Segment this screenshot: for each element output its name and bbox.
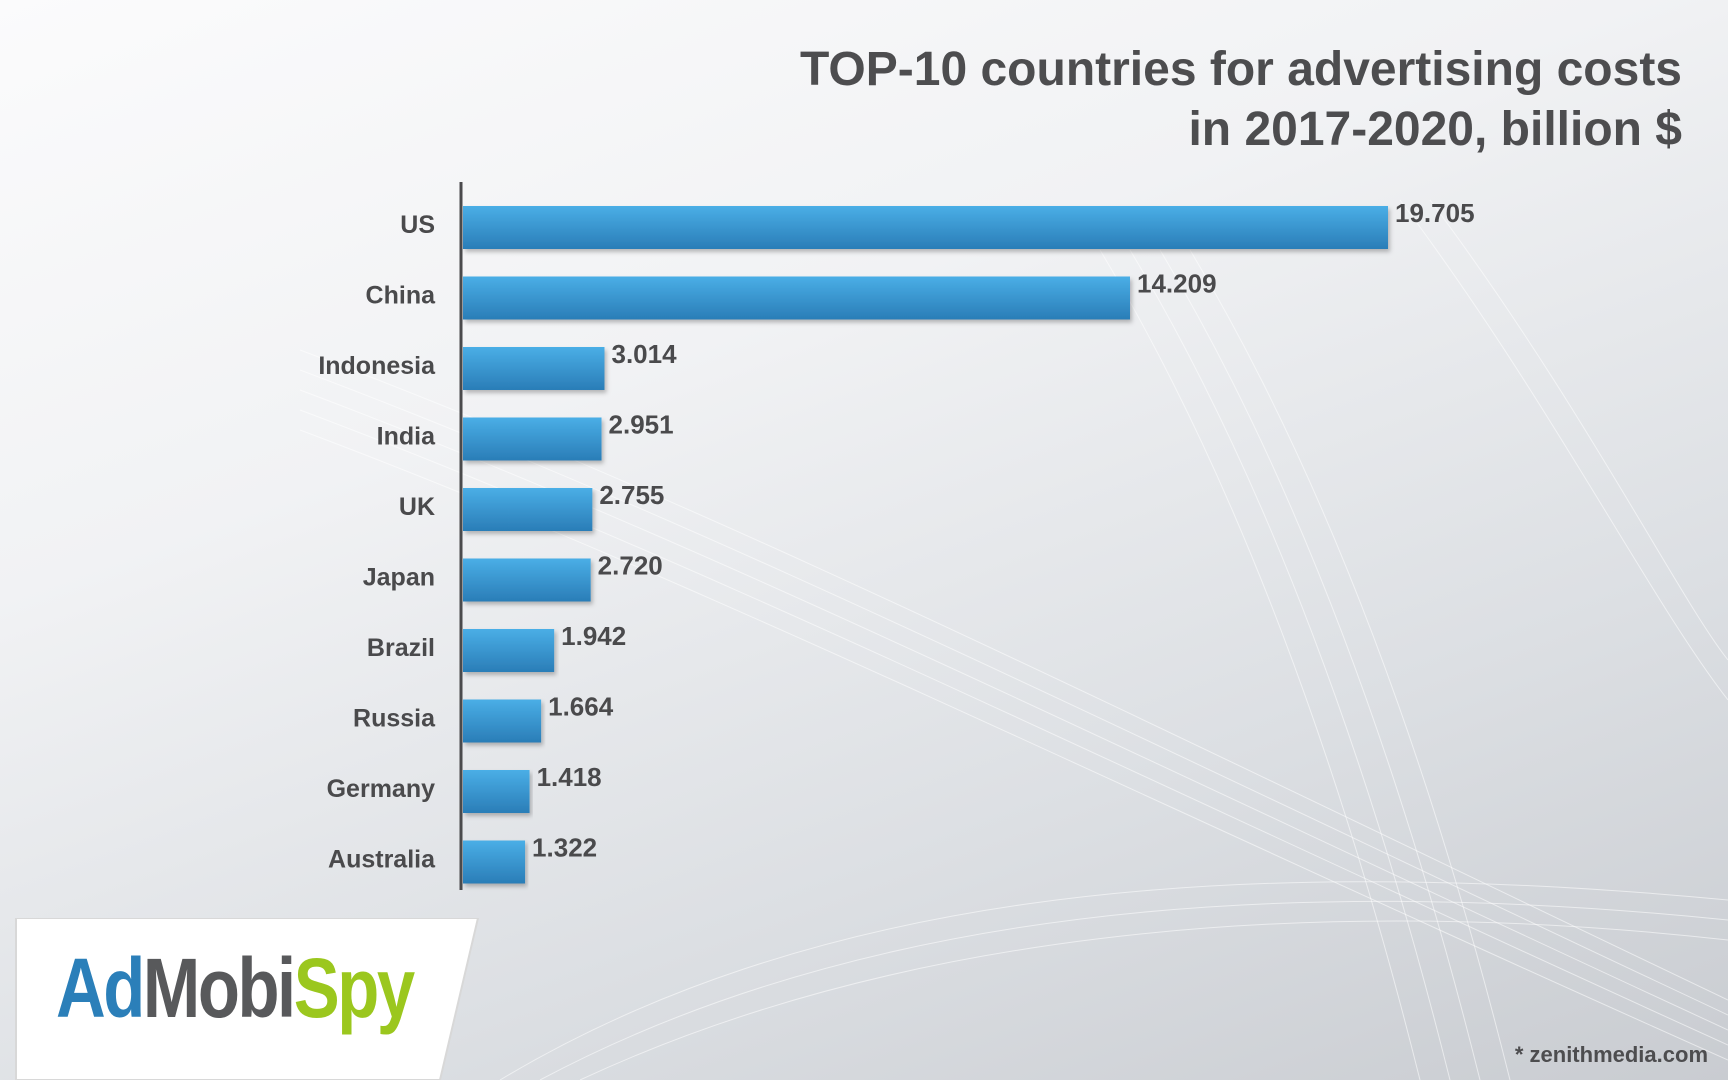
value-label-uk: 2.755 [599,480,664,510]
bar-china [463,276,1131,320]
category-label-australia: Australia [328,846,436,874]
bar-brazil [463,629,555,672]
value-label-australia: 1.322 [532,833,597,863]
logo-part-ad: Ad [56,941,145,1035]
logo-part-spy: Spy [293,941,415,1035]
value-label-germany: 1.418 [537,762,602,792]
category-label-uk: UK [399,493,435,521]
admobispy-logo: AdMobiSpy [56,938,415,1038]
bar-uk [463,488,593,531]
category-label-china: China [366,282,437,310]
source-note: * zenithmedia.com [1514,1042,1708,1067]
value-label-india: 2.951 [609,410,674,440]
category-label-us: US [400,211,435,239]
bar-russia [463,699,542,743]
title-line-2: in 2017-2020, billion $ [1188,103,1682,156]
title-line-1: TOP-10 countries for advertising costs [799,43,1682,96]
bar-indonesia [463,347,605,390]
logo-background [15,918,480,1080]
category-label-russia: Russia [353,705,436,733]
bar-us [463,206,1388,249]
bar-japan [463,558,591,602]
value-label-japan: 2.720 [598,551,663,581]
logo-part-mobi: Mobi [142,941,296,1035]
category-label-brazil: Brazil [367,634,435,662]
value-label-brazil: 1.942 [561,621,626,651]
value-label-us: 19.705 [1395,198,1475,228]
category-label-japan: Japan [363,564,435,592]
value-label-indonesia: 3.014 [611,339,677,369]
chart-title: TOP-10 countries for advertising costs i… [582,40,1682,160]
value-label-china: 14.209 [1137,269,1217,299]
category-label-indonesia: Indonesia [318,352,436,380]
value-label-russia: 1.664 [548,692,614,722]
bar-india [463,417,602,461]
bar-germany [463,770,530,813]
category-label-germany: Germany [327,775,435,803]
category-label-india: India [377,423,436,451]
bar-australia [463,840,526,884]
